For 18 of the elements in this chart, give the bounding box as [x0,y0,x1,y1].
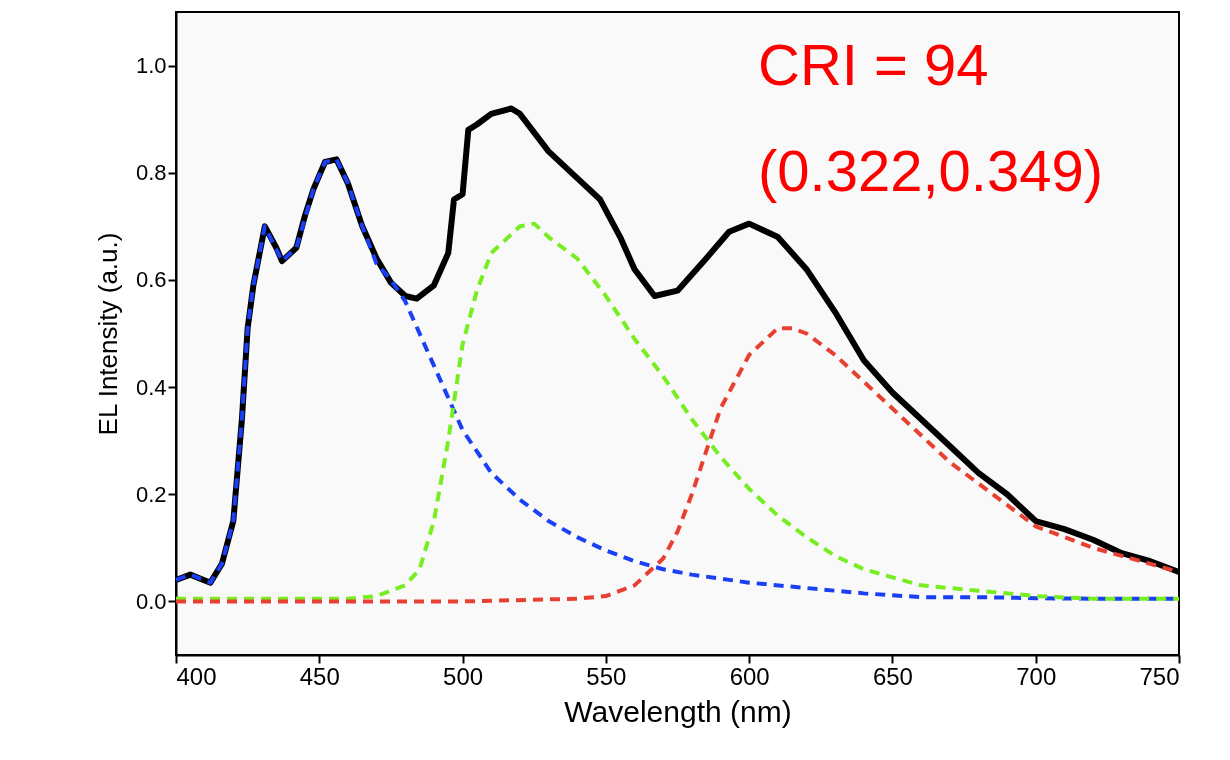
y-tick-label: 0.6 [135,267,167,293]
x-tick-label: 600 [729,662,770,690]
x-tick-label: 500 [443,662,484,690]
y-tick-label: 0.4 [135,374,167,400]
y-tick-label: 1.0 [135,53,167,79]
x-tick-label: 700 [1016,662,1057,690]
y-tick-label: 0.0 [135,588,167,614]
x-tick-label: 450 [299,662,340,690]
x-tick-label: 750 [1139,662,1180,690]
x-tick-label: 650 [872,662,913,690]
annotation: (0.322,0.349) [758,138,1104,203]
y-tick-label: 0.2 [135,481,167,507]
x-axis-title: Wavelength (nm) [564,694,792,728]
y-tick-label: 0.8 [135,160,167,186]
x-tick-label: 550 [586,662,627,690]
y-axis-title: EL Intensity (a.u.) [92,232,123,436]
annotation: CRI = 94 [758,32,989,97]
x-tick-label: 400 [176,662,217,690]
